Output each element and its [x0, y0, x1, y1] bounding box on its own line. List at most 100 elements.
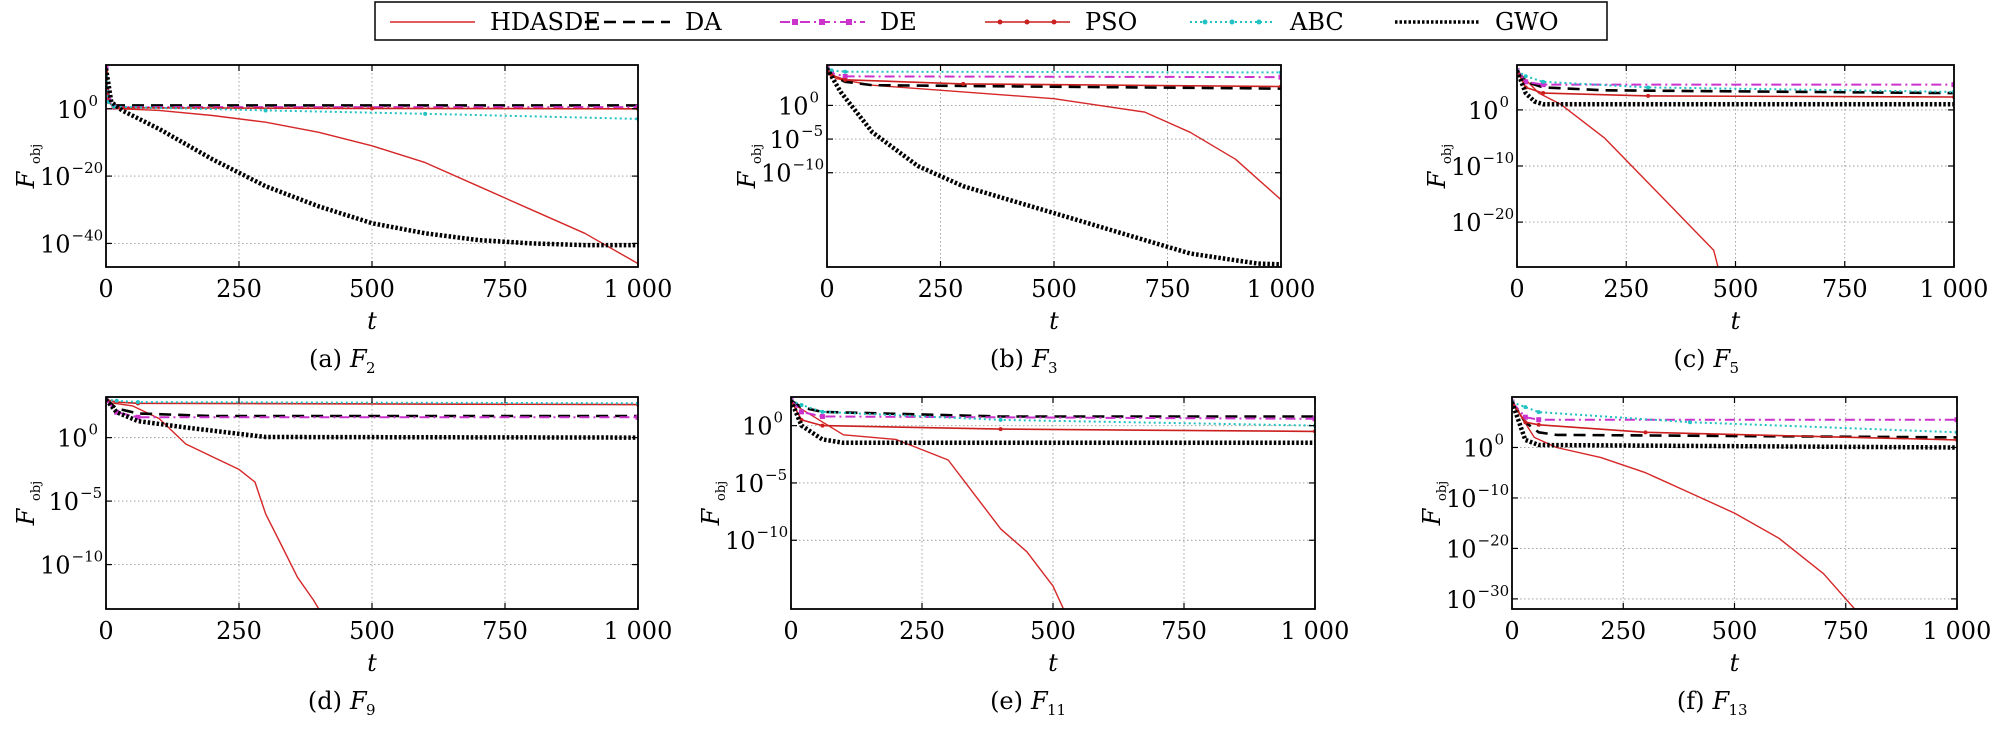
data-point-hdasde — [265, 121, 267, 123]
x-tick-label: 1 000 — [604, 275, 673, 303]
data-point-gwo — [1053, 212, 1055, 214]
data-point-hdasde — [1533, 436, 1535, 438]
data-point-de — [842, 73, 848, 79]
data-point-da — [1556, 434, 1558, 436]
y-tick-label-base: 10 — [742, 413, 773, 441]
y-tick-label-exponent: 0 — [810, 88, 820, 106]
legend-marker — [1051, 19, 1057, 25]
y-tick-label-exponent: 0 — [1500, 93, 1510, 111]
data-point-pso — [998, 427, 1003, 432]
data-point-de — [1951, 82, 1954, 88]
x-tick-label: 1 000 — [604, 617, 673, 645]
x-tick-label: 750 — [1823, 617, 1869, 645]
data-point-hdasde — [297, 576, 299, 578]
data-point-de — [819, 413, 825, 419]
data-point-gwo — [211, 158, 213, 160]
data-point-gwo — [1189, 253, 1191, 255]
series-line-da — [791, 399, 1315, 418]
y-tick-label-exponent: 0 — [1495, 430, 1505, 448]
y-tick-label-base: 10 — [725, 527, 756, 555]
data-point-gwo — [477, 239, 479, 241]
panel-caption: (d) F 9 — [308, 687, 376, 719]
y-tick-label-base: 10 — [1446, 535, 1477, 563]
legend-marker — [1202, 19, 1208, 25]
legend-marker — [819, 19, 825, 25]
series-line-hdasde — [827, 71, 1281, 201]
data-point-abc — [1541, 79, 1546, 84]
data-point-hdasde — [477, 185, 479, 187]
caption-prefix: (b) — [990, 345, 1024, 373]
data-point-hdasde — [1189, 131, 1191, 133]
data-point-hdasde — [1000, 528, 1002, 530]
data-point-de — [1312, 416, 1315, 422]
series-line-gwo — [791, 399, 1315, 446]
x-tick-label: 1 000 — [1923, 617, 1992, 645]
data-point-abc — [1688, 420, 1692, 425]
series-line-abc — [106, 75, 638, 120]
y-tick-label-base: 10 — [48, 488, 79, 516]
data-point-da — [1603, 89, 1605, 91]
data-point-abc — [1646, 85, 1651, 90]
legend-marker — [1256, 19, 1262, 25]
x-axis-label: t — [1731, 307, 1741, 335]
y-tick-label-base: 10 — [40, 230, 71, 258]
series-line-abc — [791, 399, 1315, 427]
legend-label: DE — [880, 8, 917, 36]
data-point-de — [635, 414, 638, 420]
data-point-abc — [829, 68, 834, 73]
y-tick-label-exponent: −20 — [72, 159, 104, 177]
data-point-de — [135, 414, 141, 420]
panel-caption: (f) F 13 — [1677, 687, 1748, 719]
legend-label: DA — [685, 8, 722, 36]
x-axis-label: t — [367, 649, 377, 677]
y-tick-label-base: 10 — [733, 470, 764, 498]
data-point-hdasde — [1603, 137, 1605, 139]
data-point-hdasde — [1026, 551, 1028, 553]
data-point-abc — [799, 403, 804, 408]
x-tick-label: 500 — [1030, 617, 1076, 645]
series-line-hdasde — [791, 402, 1065, 609]
data-point-gwo — [185, 426, 187, 428]
x-tick-label: 250 — [918, 275, 964, 303]
data-point-abc — [423, 111, 428, 116]
series-line-gwo — [1517, 69, 1954, 107]
x-tick-label: 250 — [899, 617, 945, 645]
data-point-da — [211, 415, 213, 417]
series-line-gwo — [827, 67, 1281, 267]
data-point-da — [137, 413, 139, 415]
legend-entry-pso: PSO — [985, 8, 1137, 36]
y-tick-label-exponent: −5 — [801, 122, 823, 140]
data-point-gwo — [116, 411, 118, 413]
data-point-hdasde — [895, 438, 897, 440]
data-point-gwo — [265, 436, 267, 438]
data-point-gwo — [1542, 103, 1544, 105]
data-point-abc — [1523, 405, 1528, 410]
data-point-hdasde — [424, 162, 426, 164]
data-point-hdasde — [531, 209, 533, 211]
x-tick-label: 500 — [1713, 275, 1759, 303]
data-point-gwo — [371, 222, 373, 224]
data-point-hdasde — [842, 434, 844, 436]
x-tick-label: 500 — [349, 617, 395, 645]
series-line-hdasde — [1517, 70, 1719, 267]
data-point-gwo — [1008, 199, 1010, 201]
caption-subscript: 11 — [1047, 701, 1066, 719]
panel-caption: (a) F 2 — [309, 345, 376, 377]
series-line-gwo — [106, 398, 638, 440]
x-axis-label: t — [1049, 307, 1059, 335]
y-tick-label-exponent: −20 — [1478, 531, 1510, 549]
legend-marker — [1229, 19, 1235, 25]
y-tick-label-exponent: −10 — [793, 156, 825, 174]
legend-marker — [846, 19, 852, 25]
caption-function: F — [1713, 345, 1732, 373]
caption-subscript: 9 — [366, 701, 376, 719]
data-point-da — [871, 84, 873, 86]
y-axis-label-sub: obj — [29, 481, 44, 501]
y-axis-label-sub: obj — [714, 481, 729, 501]
legend-label: PSO — [1085, 8, 1137, 36]
y-tick-label-exponent: −30 — [1478, 582, 1510, 600]
